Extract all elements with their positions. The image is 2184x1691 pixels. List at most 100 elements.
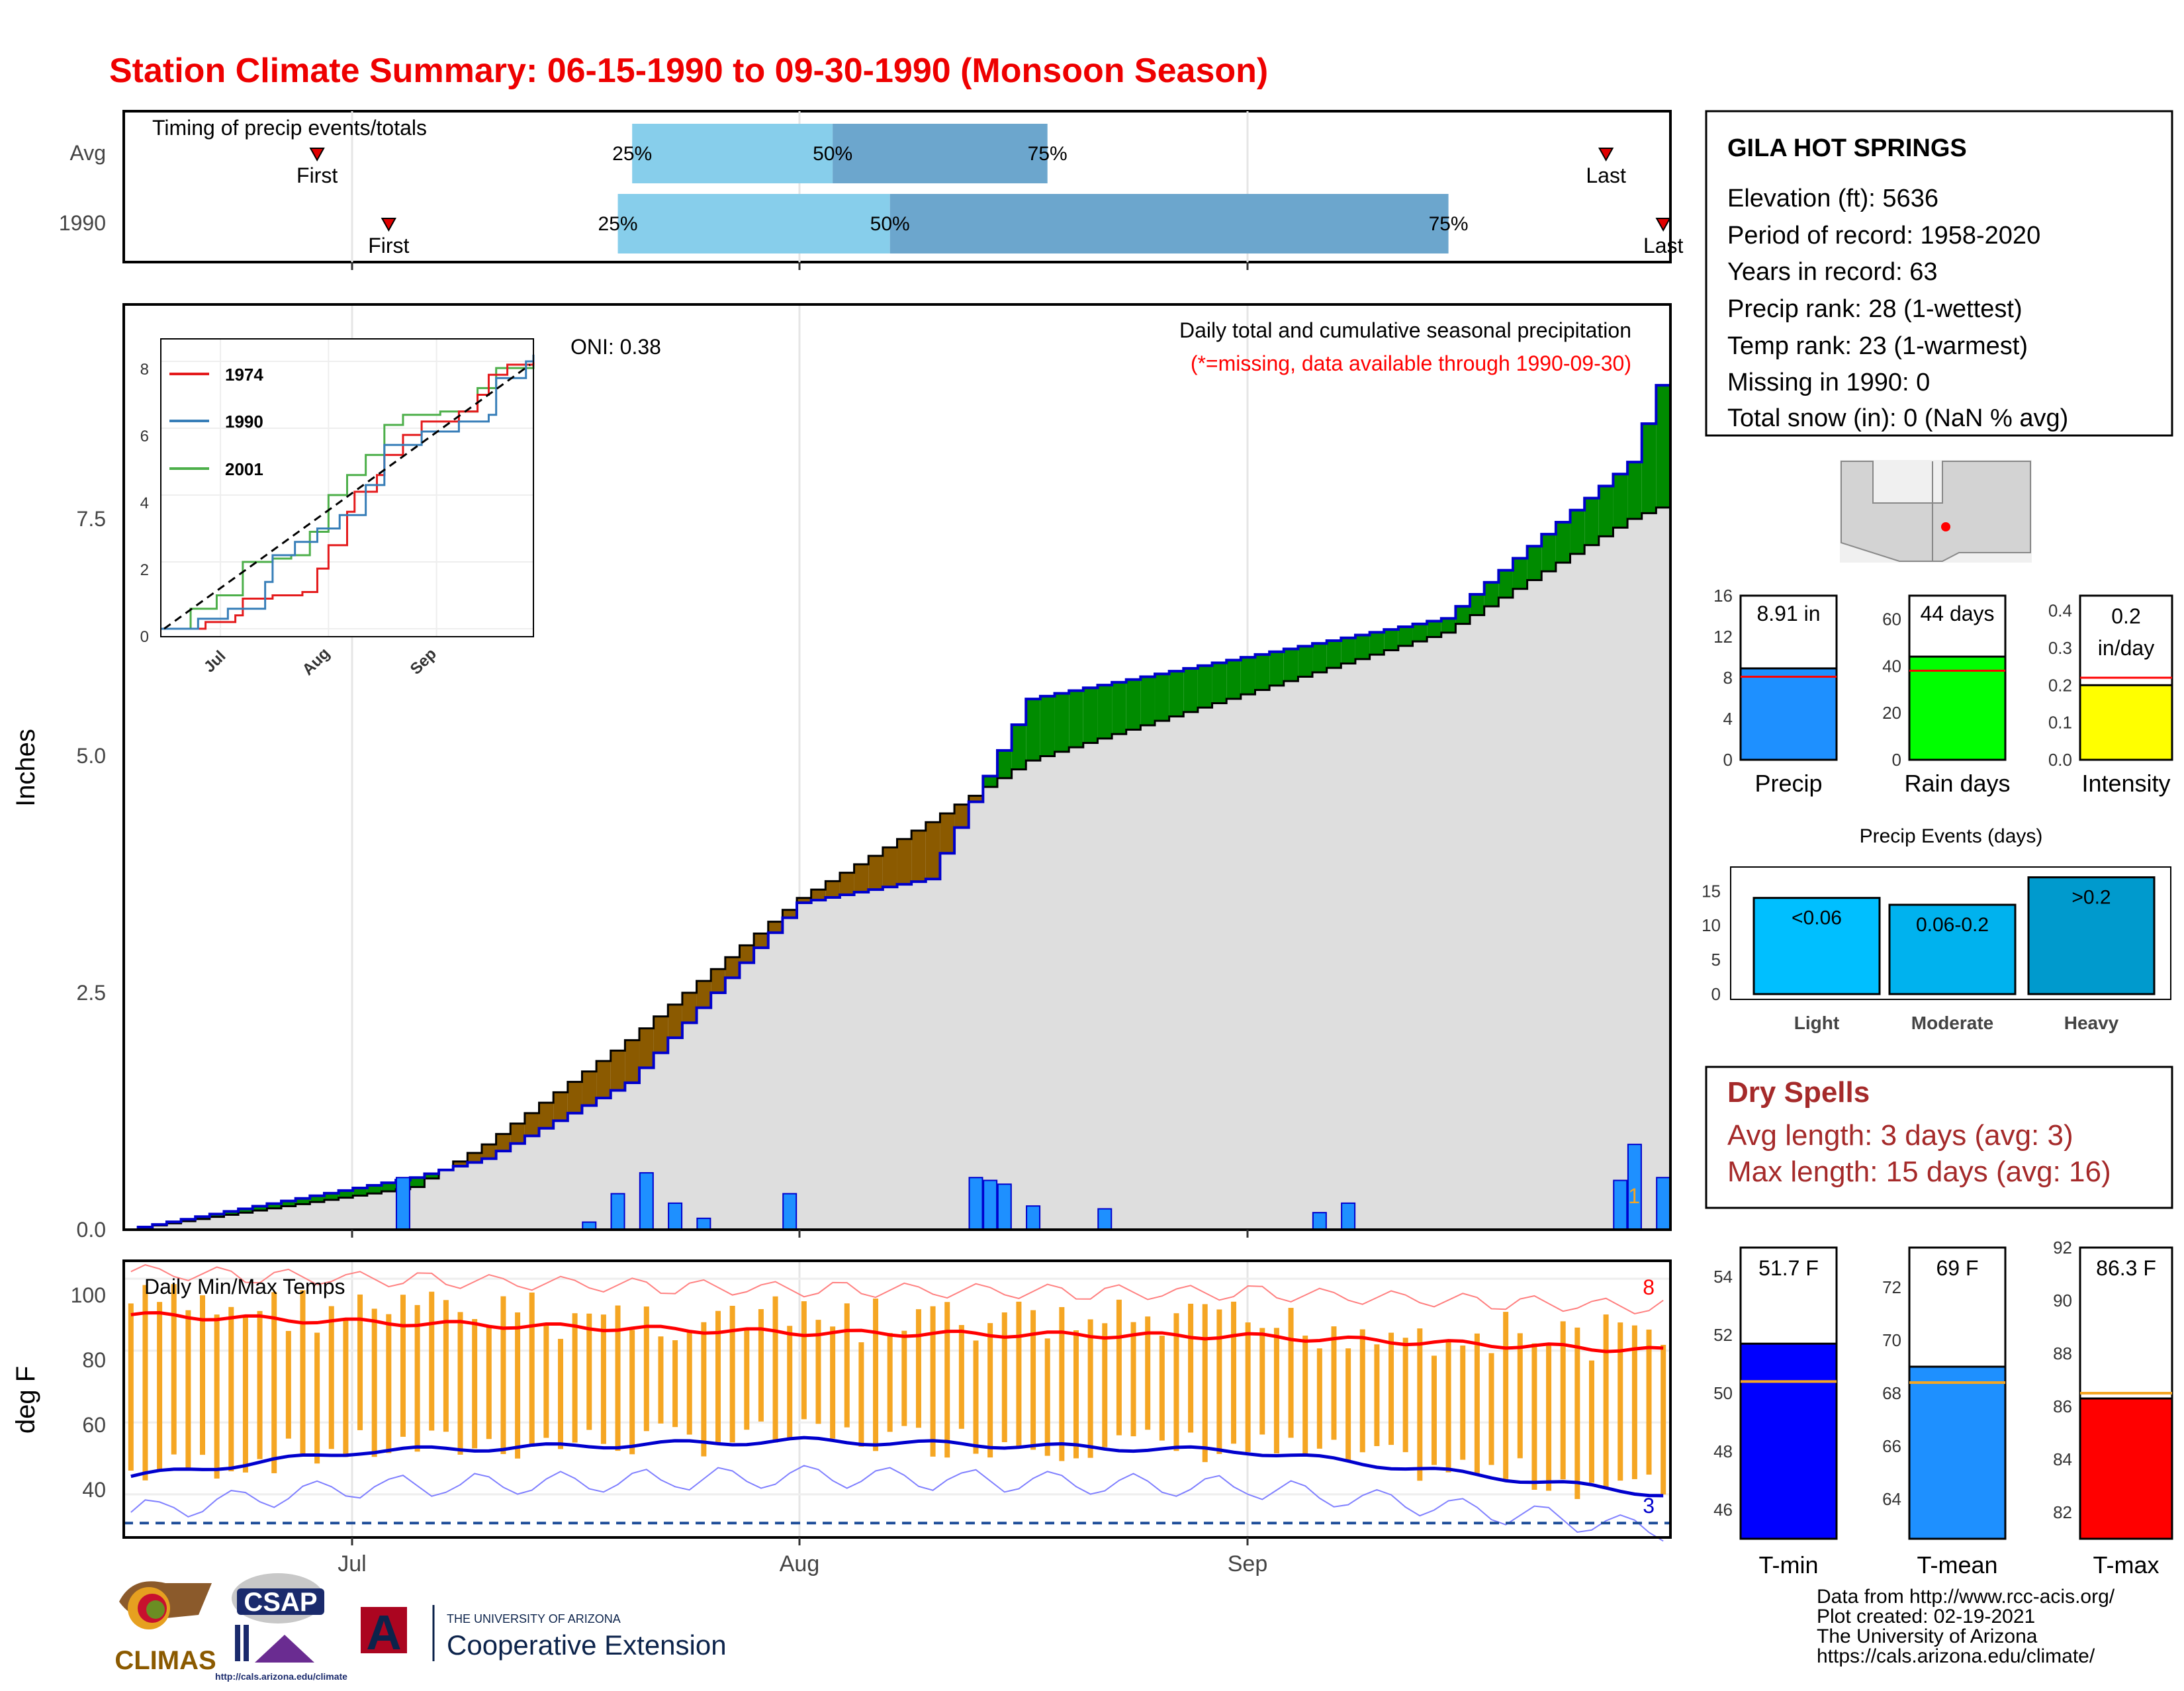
station-missing: Missing in 1990: 0 — [1727, 369, 1930, 396]
temp-summary-tick: 82 — [2053, 1502, 2072, 1522]
daily-temp-range-bar — [414, 1304, 420, 1452]
daily-temp-range-bar — [958, 1325, 964, 1429]
summary-axis-label: Intensity — [2081, 770, 2170, 797]
summary-tick: 0.0 — [2048, 750, 2072, 770]
below-average-band — [610, 1050, 625, 1091]
credit-line-2: Plot created: 02-19-2021 — [1817, 1606, 2035, 1627]
temp-summary-tick: 84 — [2053, 1449, 2072, 1469]
below-average-band — [782, 909, 797, 918]
summary-tick: 0.2 — [2048, 675, 2072, 695]
above-average-band — [1527, 546, 1542, 580]
above-average-band — [1656, 385, 1670, 508]
last-event-marker — [1598, 148, 1614, 162]
daily-temp-range-bar — [157, 1302, 163, 1470]
above-average-band — [1240, 657, 1255, 695]
below-average-band — [754, 933, 768, 948]
summary-tick: 8 — [1723, 668, 1733, 688]
temp-summary-tick: 70 — [1882, 1330, 1901, 1350]
below-average-band — [510, 1123, 525, 1144]
temp-summary-value-text: 69 F — [1936, 1256, 1978, 1280]
below-average-band — [711, 969, 725, 993]
timing-bar-25-50 — [617, 194, 890, 253]
inset-legend-1990: 1990 — [225, 412, 263, 432]
x-tick-aug: Aug — [780, 1551, 820, 1577]
daily-temp-range-bar — [772, 1296, 778, 1443]
csap-logo: CSAP http://cals.arizona.edu/climate — [215, 1573, 347, 1682]
credit-line-1: Data from http://www.rcc-acis.org/ — [1817, 1586, 2115, 1608]
above-average-band — [267, 1203, 282, 1209]
credit-line-4: https://cals.arizona.edu/climate/ — [1817, 1645, 2095, 1667]
above-average-band — [1112, 682, 1126, 735]
temp-summary-tick: 48 — [1713, 1441, 1733, 1461]
summary-bar-0 — [1739, 667, 1838, 761]
inset-line-1990 — [161, 354, 535, 630]
daily-temp-range-bar — [1517, 1333, 1523, 1459]
event-bar-label: Moderate — [1911, 1013, 1993, 1033]
station-info-box: GILA HOT SPRINGS Elevation (ft): 5636 Pe… — [1705, 110, 2173, 437]
timing-bar-25-50 — [632, 124, 833, 183]
daily-precip-bar — [1656, 1177, 1671, 1230]
inset-legend-2001: 2001 — [225, 459, 263, 479]
precip-corner-count: 1 — [1628, 1184, 1640, 1208]
summary-tick: 60 — [1882, 609, 1901, 629]
above-average-band — [1484, 582, 1499, 607]
daily-temp-range-bar — [787, 1326, 793, 1440]
above-average-band — [1054, 693, 1069, 752]
daily-temp-range-bar — [1030, 1310, 1036, 1450]
above-average-band — [1627, 462, 1642, 519]
timing-label-50: 50% — [870, 213, 910, 235]
temp-summary-tick: 52 — [1713, 1325, 1733, 1345]
daily-temp-range-bar — [1445, 1340, 1451, 1473]
daily-temp-range-bar — [729, 1306, 735, 1443]
daily-temp-range-bar — [1302, 1336, 1308, 1454]
below-average-band — [825, 881, 840, 898]
temp-tick-40: 40 — [82, 1478, 106, 1502]
precip-tick-2: 5.0 — [77, 744, 106, 768]
daily-temp-range-bar — [1087, 1319, 1093, 1458]
timing-row-label-avg: Avg — [69, 141, 106, 165]
event-bar-label: Heavy — [2064, 1013, 2119, 1033]
daily-precip-bar — [1613, 1179, 1628, 1231]
average-cumulative-area — [124, 507, 1670, 1230]
below-average-band — [639, 1028, 654, 1068]
x-tick-sep: Sep — [1228, 1551, 1268, 1577]
x-axis: Jul Aug Sep — [338, 262, 1267, 1577]
summary-tick: 16 — [1713, 586, 1733, 606]
above-average-band — [1140, 676, 1155, 725]
below-average-band — [925, 822, 940, 880]
daily-temp-range-bar — [572, 1313, 578, 1443]
above-average-band — [1183, 668, 1198, 712]
temp-tick-60: 60 — [82, 1413, 106, 1437]
precip-y-label: Inches — [11, 729, 40, 807]
daily-temp-range-bar — [887, 1333, 893, 1432]
below-average-band — [653, 1016, 668, 1053]
ua-line-2: Cooperative Extension — [447, 1629, 727, 1661]
above-average-band — [1441, 618, 1456, 633]
ua-letter: A — [366, 1605, 401, 1660]
event-bar-inner-label: 0.06-0.2 — [1916, 914, 1989, 936]
summary-tick: 0.4 — [2048, 601, 2072, 621]
daily-temp-range-bar — [443, 1300, 449, 1432]
daily-temp-range-bar — [1216, 1309, 1222, 1454]
below-average-band — [553, 1092, 568, 1121]
below-average-band — [797, 897, 811, 903]
daily-temp-range-bar — [1488, 1353, 1494, 1465]
daily-temp-range-bar — [1331, 1326, 1337, 1440]
station-temp-rank: Temp rank: 23 (1-warmest) — [1727, 332, 2028, 360]
daily-temp-range-bar — [328, 1306, 334, 1449]
daily-temp-range-bar — [715, 1310, 721, 1444]
timing-label-50: 50% — [813, 143, 852, 165]
above-average-band — [310, 1195, 324, 1203]
temp-summary-tick: 68 — [1882, 1383, 1901, 1403]
station-location-dot — [1941, 522, 1950, 531]
inset-y-tick-3: 6 — [140, 428, 149, 445]
summary-axis-label: Precip — [1754, 770, 1822, 797]
above-average-band — [338, 1190, 353, 1198]
summary-value-text: 8.91 in — [1756, 602, 1820, 625]
events-tick: 15 — [1702, 881, 1721, 901]
above-average-band — [209, 1214, 224, 1217]
daily-temp-range-bar — [1417, 1328, 1423, 1481]
below-average-band — [911, 830, 926, 882]
below-average-band — [811, 890, 826, 900]
above-average-band — [1212, 663, 1227, 704]
